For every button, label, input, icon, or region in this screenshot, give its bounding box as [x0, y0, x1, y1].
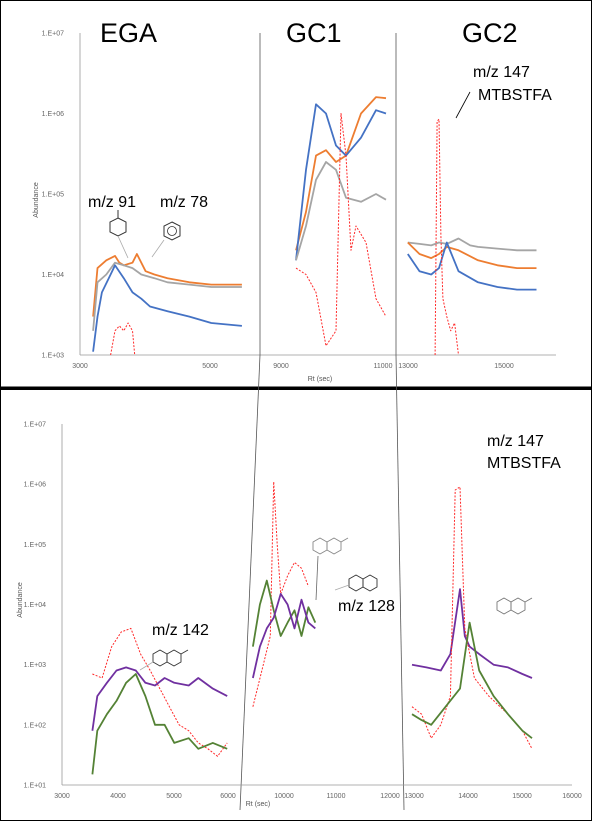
annotation-mz91: m/z 91: [88, 194, 136, 211]
series-line-gc1-green: [252, 579, 317, 647]
x-tick-label: 3000: [72, 363, 88, 370]
series-line-ega-green: [91, 673, 228, 775]
annotation-mz147-bottom: m/z 147: [487, 433, 544, 450]
series-line-gc2-gray: [407, 237, 537, 252]
y-tick-label: 1.E+06: [24, 482, 46, 489]
x-tick-label: 5000: [202, 363, 218, 370]
x-tick-label: 13000: [404, 793, 424, 800]
annotation-mz147-top: m/z 147: [473, 64, 530, 81]
y-tick-label: 1.E+07: [24, 422, 46, 429]
y-tick-label: 1.E+04: [42, 272, 64, 279]
y-tick-label: 1.E+04: [24, 602, 46, 609]
series-line-ega-orange: [92, 253, 242, 317]
naphthalene-icon: [334, 574, 378, 592]
connector-right: [395, 354, 405, 811]
x-tick-label: 13000: [398, 363, 418, 370]
x-tick-label: 14000: [458, 793, 478, 800]
methylnaphthalene-icon-gc2: [496, 597, 533, 615]
annotation-mz142: m/z 142: [152, 622, 209, 639]
series-line-gc2-orange: [407, 241, 537, 270]
bottom-panel-frame: [0, 389, 592, 821]
top-panel-frame: [0, 0, 592, 388]
section-label-gc1: GC1: [286, 18, 342, 48]
section-label-ega: EGA: [100, 18, 157, 48]
x-tick-label: 3000: [54, 793, 70, 800]
x-tick-label: 4000: [110, 793, 126, 800]
series-line-gc2-blue: [407, 241, 537, 291]
x-tick-label: 6000: [220, 793, 236, 800]
series-line-gc1-purple: [252, 593, 316, 679]
x-tick-label: 12000: [380, 793, 400, 800]
x-tick-label: 9000: [273, 363, 289, 370]
x-tick-label: 16000: [562, 793, 582, 800]
x-tick-label: 15000: [512, 793, 532, 800]
x-tick-label: 11000: [374, 363, 393, 370]
annotation-mz128: m/z 128: [338, 598, 395, 615]
y-tick-label: 1.E+05: [42, 192, 64, 199]
annotation-mtbstfa-bottom: MTBSTFA: [487, 455, 561, 472]
y-tick-label: 1.E+03: [42, 353, 64, 360]
series-line-ega-red: [92, 627, 228, 757]
top-y-axis-label: Abundance: [33, 182, 40, 218]
top-series-lines: [92, 96, 537, 356]
series-line-ega-red: [110, 322, 136, 356]
series-line-gc1-blue: [295, 103, 387, 261]
top-x-axis-label: Rt (sec): [308, 376, 333, 383]
y-tick-label: 1.E+02: [24, 722, 46, 729]
bottom-tick-labels: 1.E+01 1.E+02 1.E+03 1.E+04 1.E+05 1.E+06 1.E+…: [24, 422, 582, 801]
x-tick-label: 10000: [274, 793, 294, 800]
series-line-gc1-orange: [295, 96, 387, 251]
y-tick-label: 1.E+07: [42, 31, 64, 38]
series-line-ega-blue: [92, 264, 242, 352]
y-tick-label: 1.E+01: [24, 783, 46, 790]
bottom-series-lines: [91, 481, 533, 775]
methylnaphthalene-icon-ega: [139, 649, 189, 671]
series-line-gc1-red: [252, 481, 309, 707]
benzene-ring-icon-toluene: [109, 210, 129, 259]
annotation-mz78: m/z 78: [160, 194, 208, 211]
top-tick-labels: 1.E+03 1.E+04 1.E+05 1.E+06 1.E+07 3000 5000 90…: [42, 31, 514, 371]
series-line-gc2-red: [434, 118, 459, 356]
y-tick-label: 1.E+05: [24, 542, 46, 549]
y-tick-label: 1.E+03: [24, 662, 46, 669]
benzene-ring-icon: [151, 221, 181, 258]
annotation-pointer-top: [455, 91, 471, 119]
section-label-gc2: GC2: [462, 18, 518, 48]
series-line-gc1-red: [295, 113, 387, 347]
connector-left: [239, 354, 261, 811]
bottom-y-axis-label: Abundance: [17, 582, 24, 618]
series-line-gc2-green: [411, 621, 533, 739]
x-tick-label: 5000: [166, 793, 182, 800]
x-tick-label: 11000: [327, 793, 346, 800]
methylnaphthalene-icon-gc1: [312, 537, 349, 601]
bottom-x-axis-label: Rt (sec): [246, 801, 271, 808]
annotation-mtbstfa-top: MTBSTFA: [478, 87, 552, 104]
x-tick-label: 15000: [494, 363, 514, 370]
series-line-ega-purple: [91, 666, 228, 731]
y-tick-label: 1.E+06: [42, 111, 64, 118]
series-line-ega-gray: [92, 261, 242, 331]
series-line-gc1-gray: [295, 161, 387, 261]
